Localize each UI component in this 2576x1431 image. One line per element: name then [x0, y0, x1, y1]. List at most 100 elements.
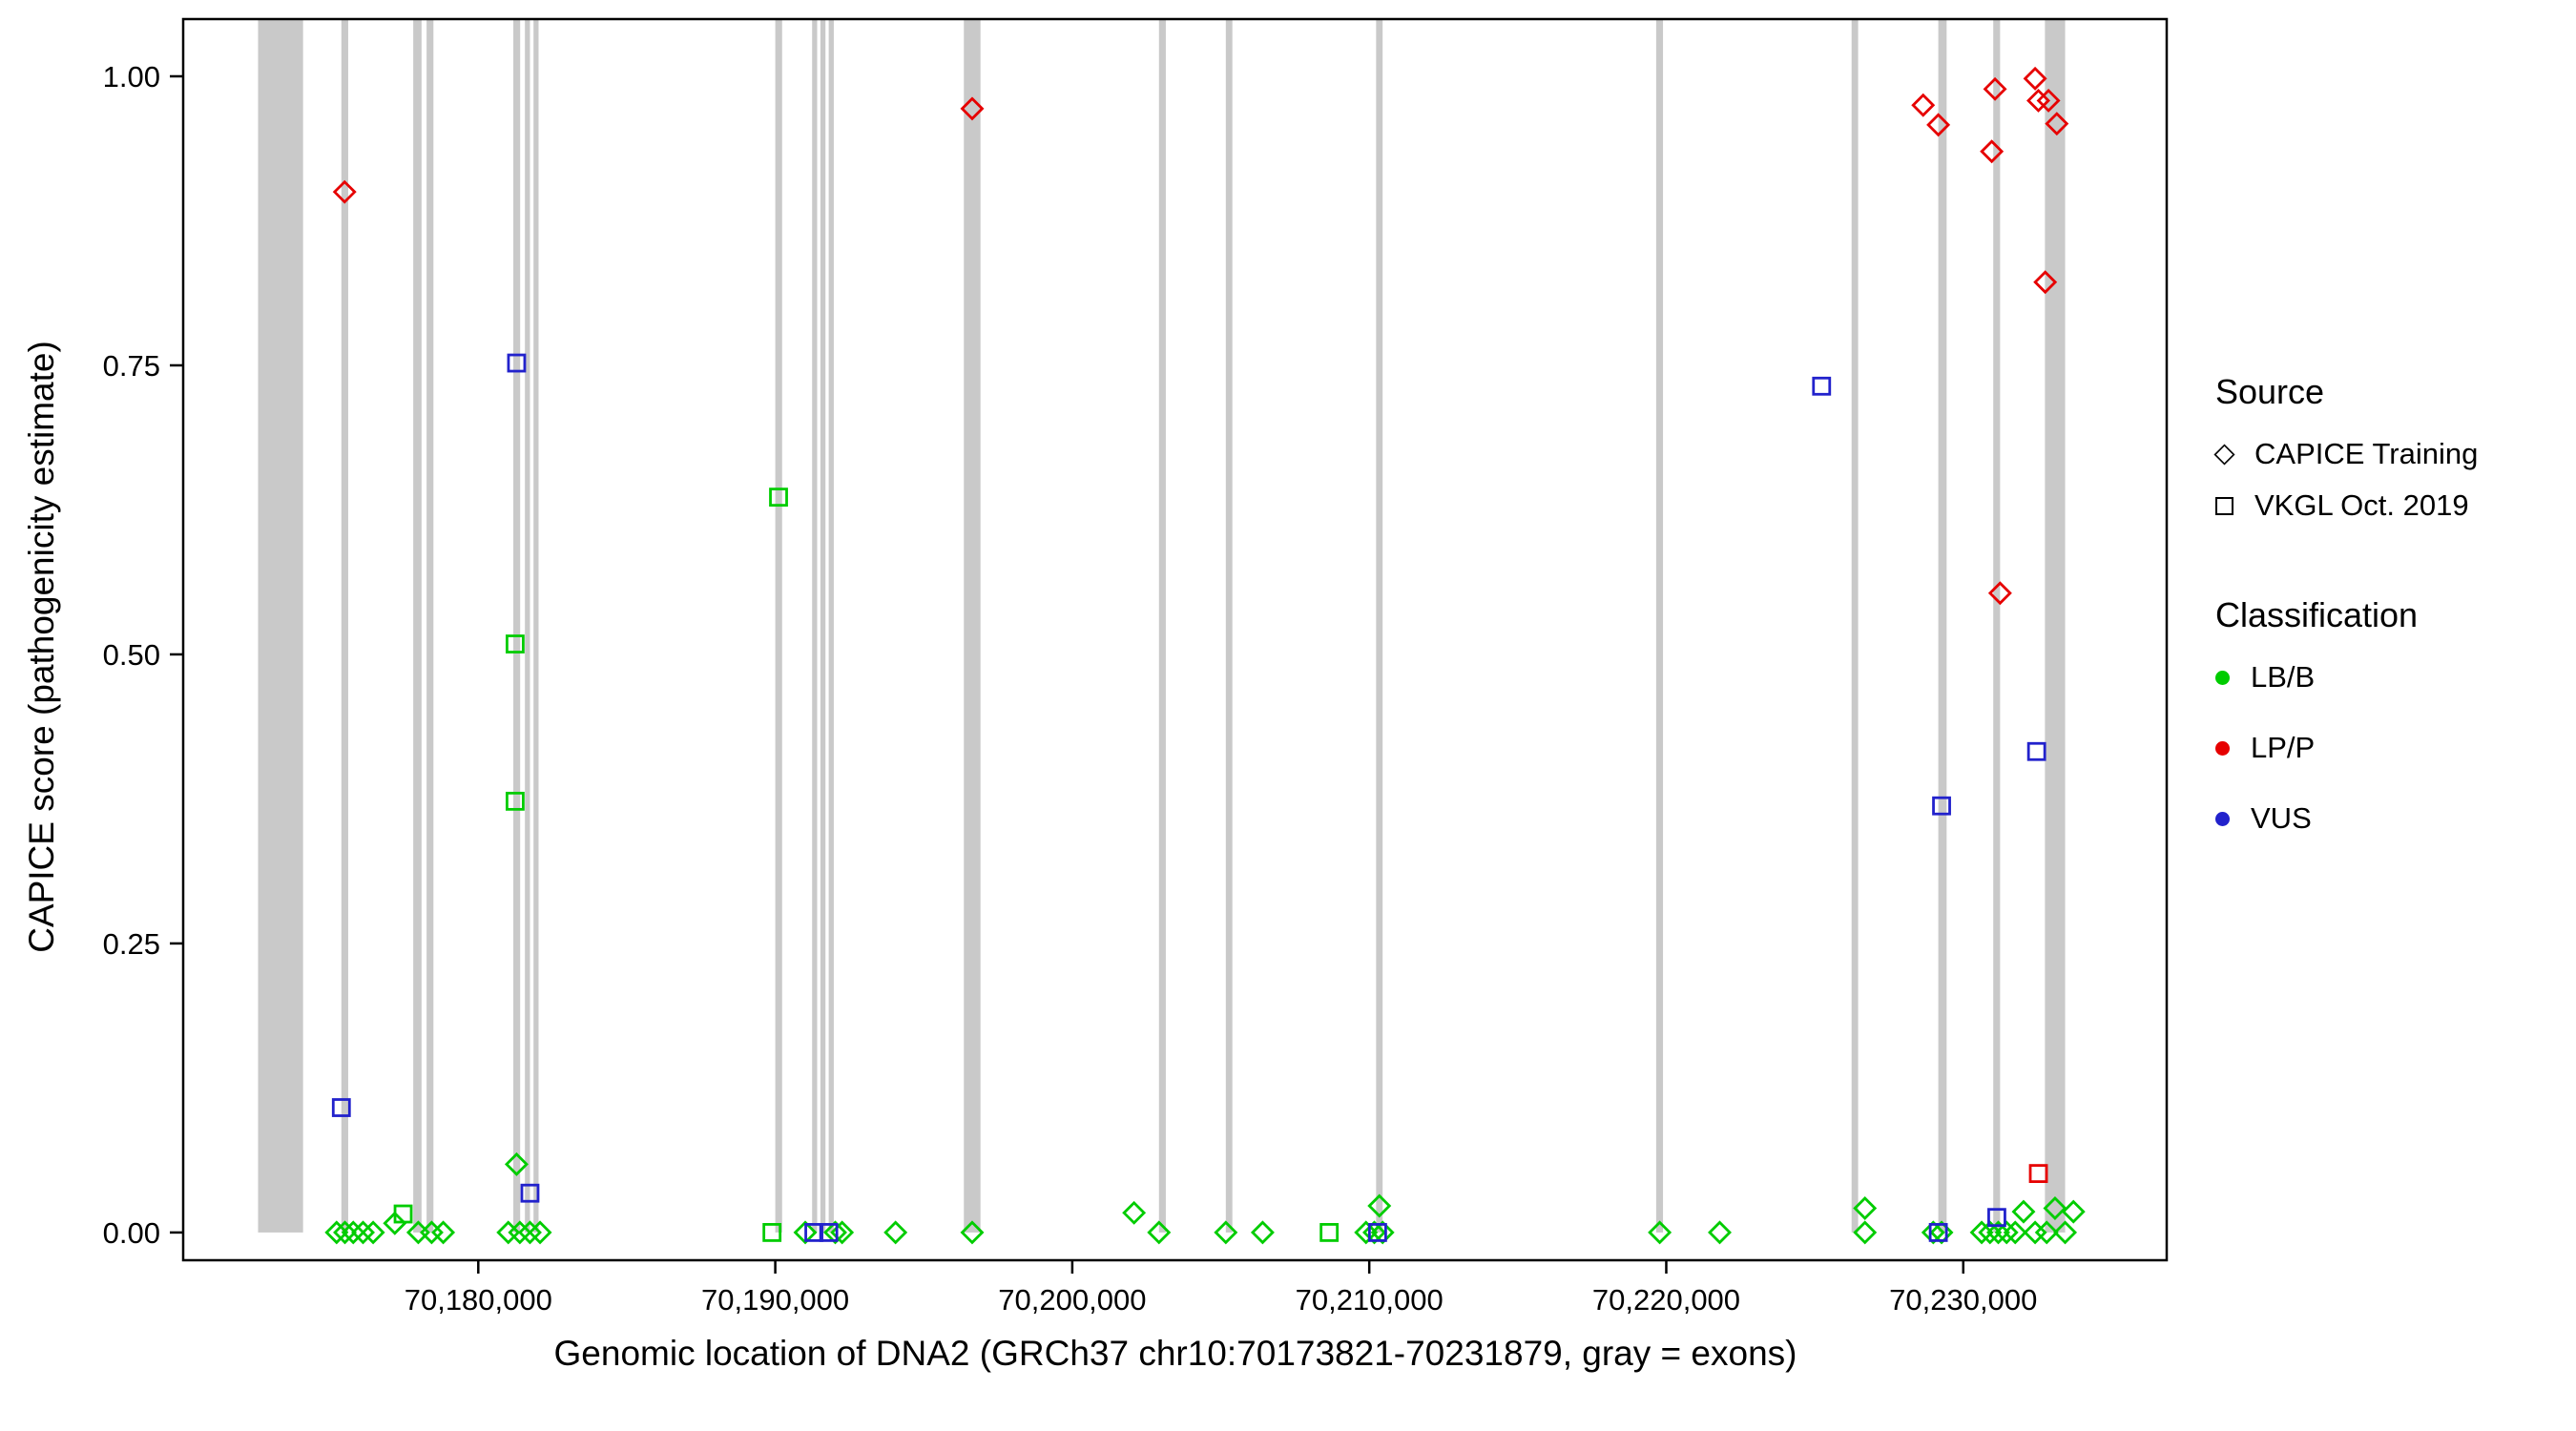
data-point-diamond [361, 1220, 385, 1245]
data-point-diamond [528, 1220, 552, 1245]
x-tick-label: 70,180,000 [405, 1283, 552, 1317]
x-tick-label: 70,210,000 [1296, 1283, 1444, 1317]
data-point-diamond [1250, 1220, 1275, 1245]
vus-dot-icon [2215, 811, 2230, 826]
data-point-diamond [2053, 1220, 2078, 1245]
legend-item-lbb: LB/B [2215, 660, 2478, 695]
data-point-diamond [1370, 1220, 1395, 1245]
data-point-diamond [1214, 1220, 1238, 1245]
legend-item-label: VKGL Oct. 2019 [2254, 488, 2469, 522]
data-point-diamond [333, 1220, 358, 1245]
exon-bar [426, 19, 434, 1233]
x-tick-label: 70,190,000 [701, 1283, 849, 1317]
exon-bar [1376, 19, 1383, 1233]
exon-bar [812, 19, 818, 1233]
data-point-diamond [383, 1211, 407, 1235]
exon-bar [2045, 19, 2066, 1233]
data-point-diamond [1994, 1220, 2019, 1245]
exon-bar [341, 19, 348, 1233]
data-point-square [1987, 1208, 2006, 1228]
data-point-diamond [1926, 113, 1951, 137]
square-icon [2215, 496, 2233, 515]
data-point-diamond [2045, 112, 2069, 136]
exon-bar [258, 19, 303, 1233]
data-point-diamond [2003, 1220, 2027, 1245]
exon-bar [513, 19, 521, 1233]
data-point-square [506, 791, 525, 811]
data-point-square [769, 487, 788, 508]
data-point-diamond [1354, 1220, 1379, 1245]
panel-border [181, 17, 2169, 1262]
x-tick-label: 70,220,000 [1592, 1283, 1740, 1317]
data-point-square [393, 1204, 413, 1224]
x-tick-label: 70,200,000 [998, 1283, 1146, 1317]
data-point-diamond [1853, 1195, 1878, 1220]
legend-source-title: Source [2215, 372, 2325, 411]
data-point-diamond [2061, 1199, 2086, 1224]
legend: Source CAPICE Training VKGL Oct. 2019 Cl… [2213, 372, 2479, 872]
exon-bar [1655, 19, 1664, 1233]
y-tick-label: 0.75 [103, 349, 160, 383]
exon-bar [775, 19, 782, 1233]
data-point-diamond [1648, 1220, 1672, 1245]
data-point-diamond [431, 1220, 456, 1245]
diamond-icon [2213, 443, 2235, 466]
data-point-diamond [1853, 1220, 1878, 1245]
y-tick-label: 0.25 [103, 927, 160, 961]
data-point-diamond [1987, 581, 2012, 606]
legend-item-label: VUS [2251, 801, 2312, 835]
legend-item-lpp: LP/P [2215, 731, 2478, 765]
legend-item-vus: VUS [2215, 801, 2478, 836]
exon-bar [1993, 19, 2001, 1233]
data-point-diamond [883, 1220, 908, 1245]
data-point-diamond [1980, 139, 2005, 164]
data-point-diamond [1911, 93, 1936, 117]
data-point-square [762, 1223, 782, 1242]
data-point-square [819, 1223, 839, 1242]
data-point-diamond [351, 1220, 375, 1245]
exon-bar [1851, 19, 1859, 1233]
data-point-diamond [2023, 66, 2047, 91]
data-point-square [506, 634, 525, 653]
data-point-square [1928, 1223, 1948, 1242]
exon-bar [1225, 19, 1233, 1233]
exon-bar [964, 19, 981, 1233]
data-point-diamond [1978, 1220, 2003, 1245]
data-point-diamond [2034, 1220, 2059, 1245]
data-point-diamond [1122, 1200, 1147, 1225]
data-point-diamond [1367, 1193, 1392, 1218]
y-axis-title: CAPICE score (pathogenicity estimate) [22, 341, 61, 953]
data-point-diamond [1708, 1220, 1732, 1245]
legend-item-capice-training: CAPICE Training [2213, 437, 2479, 471]
legend-source-group: Source CAPICE Training VKGL Oct. 2019 [2213, 372, 2479, 540]
data-point-square [331, 1098, 351, 1117]
data-point-diamond [332, 179, 357, 204]
data-point-square [2028, 1164, 2048, 1184]
data-point-diamond [517, 1220, 542, 1245]
data-point-square [1812, 376, 1832, 396]
lbb-dot-icon [2215, 670, 2230, 685]
data-point-diamond [1929, 1220, 1954, 1245]
legend-item-label: LB/B [2251, 660, 2316, 694]
data-point-diamond [2036, 88, 2061, 113]
data-point-diamond [793, 1220, 818, 1245]
y-tick-label: 0.00 [103, 1216, 160, 1250]
legend-classification-group: Classification LB/B LP/P VUS [2215, 595, 2478, 872]
legend-item-label: LP/P [2251, 731, 2316, 764]
data-point-diamond [2026, 88, 2050, 113]
data-point-square [1932, 796, 1951, 816]
x-tick-label: 70,230,000 [1889, 1283, 2037, 1317]
exon-bar [820, 19, 826, 1233]
legend-item-label: CAPICE Training [2254, 437, 2479, 470]
x-axis-title: Genomic location of DNA2 (GRCh37 chr10:7… [553, 1334, 1797, 1373]
exon-bar [413, 19, 422, 1233]
data-point-diamond [341, 1220, 365, 1245]
data-point-diamond [822, 1220, 847, 1245]
data-point-diamond [960, 1220, 985, 1245]
data-point-diamond [1969, 1220, 1994, 1245]
exon-bar [1938, 19, 1947, 1233]
data-point-diamond [960, 96, 985, 121]
lpp-dot-icon [2215, 740, 2230, 756]
exon-bar [828, 19, 834, 1233]
